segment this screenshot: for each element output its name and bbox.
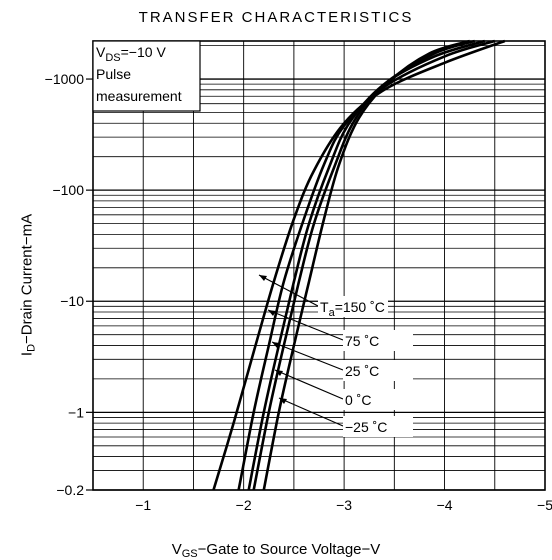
series-label: 0 ˚C <box>345 392 371 408</box>
series-label-leader <box>274 369 344 400</box>
series-label-rest: =150 ˚C <box>335 299 385 315</box>
condition-vds-main: V <box>96 44 106 60</box>
x-tick-label: −3 <box>336 497 352 513</box>
series-label-leader <box>267 309 344 341</box>
series-label-main: 0 ˚C <box>345 392 371 408</box>
series-line <box>212 39 506 491</box>
x-axis-label: VGS−Gate to Source Voltage−V <box>0 541 552 560</box>
series-line <box>237 39 496 491</box>
condition-vds-rest: =−10 V <box>121 44 167 60</box>
x-axis-label-symbol: V <box>171 541 182 558</box>
condition-pulse: Pulse <box>96 66 131 82</box>
y-axis-label: ID−Drain Current−mA <box>19 214 38 356</box>
series-label-leader <box>278 397 344 427</box>
y-axis-label-text: −Drain Current−mA <box>18 213 36 344</box>
series-label-arrowhead <box>275 370 283 376</box>
condition-measurement: measurement <box>96 88 182 104</box>
series-label-main: 25 ˚C <box>345 363 379 379</box>
series-label-main: 75 ˚C <box>345 333 379 349</box>
y-tick-label: −0.2 <box>56 482 84 498</box>
series-label: 75 ˚C <box>345 333 379 349</box>
x-tick-label: −4 <box>437 497 453 513</box>
series-label-backdrop <box>343 416 413 437</box>
series-labels: Ta=150 ˚C 75 ˚C 25 ˚C 0 ˚C −25 ˚C <box>258 274 413 437</box>
series-label: −25 ˚C <box>345 419 387 435</box>
series-label-leader <box>271 341 344 371</box>
series-label-backdrop <box>318 296 388 317</box>
series-label-arrowhead <box>268 310 276 316</box>
series-label-backdrop <box>343 389 413 410</box>
chart-title: TRANSFER CHARACTERISTICS <box>138 9 414 26</box>
x-tick-label: −5 <box>537 497 552 513</box>
x-axis-label-text: −Gate to Source Voltage−V <box>197 541 381 558</box>
series-label-backdrop <box>343 330 413 351</box>
series-label-sub: a <box>329 307 336 319</box>
series-label-arrowhead <box>272 342 280 348</box>
y-axis-label-subscript: D <box>25 343 38 352</box>
conditions-box: VDS=−10 V Pulse measurement <box>92 40 201 112</box>
plot-frame <box>92 40 546 491</box>
series-label-leader <box>258 274 319 307</box>
series-label-arrowhead <box>279 398 287 404</box>
x-tick-label: −1 <box>135 497 151 513</box>
y-axis-label-symbol: I <box>18 351 36 357</box>
series-line <box>262 39 471 491</box>
x-axis-label-subscript: GS <box>181 548 198 560</box>
series-label: 25 ˚C <box>345 363 379 379</box>
y-tick-label: −1000 <box>45 71 85 87</box>
y-tick-label: −100 <box>52 182 84 198</box>
series-label-arrowhead <box>259 275 267 281</box>
y-tick-label: −1 <box>68 404 84 420</box>
series-label: Ta=150 ˚C <box>320 299 385 319</box>
condition-vds-sub: DS <box>105 52 120 64</box>
series-curves <box>212 39 506 491</box>
conditions-box-frame <box>92 40 201 112</box>
x-tick-label: −2 <box>236 497 252 513</box>
series-label-backdrop <box>343 360 413 381</box>
condition-vds: VDS=−10 V <box>96 44 166 64</box>
series-label-main: −25 ˚C <box>345 419 387 435</box>
y-tick-label: −10 <box>60 293 84 309</box>
series-label-main: T <box>320 299 329 315</box>
